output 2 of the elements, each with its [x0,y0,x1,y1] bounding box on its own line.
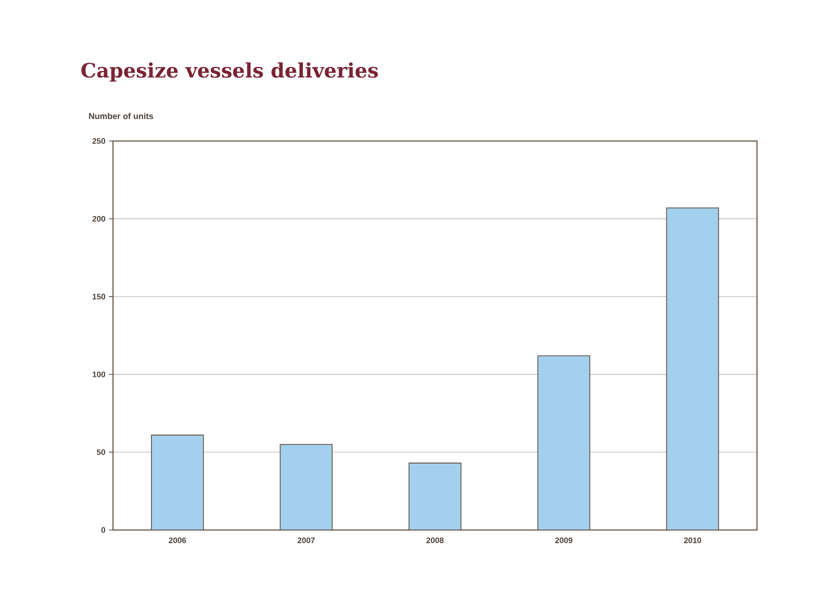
y-axis-title: Number of units [89,112,154,120]
chart-title: Capesize vessels deliveries [81,62,378,82]
